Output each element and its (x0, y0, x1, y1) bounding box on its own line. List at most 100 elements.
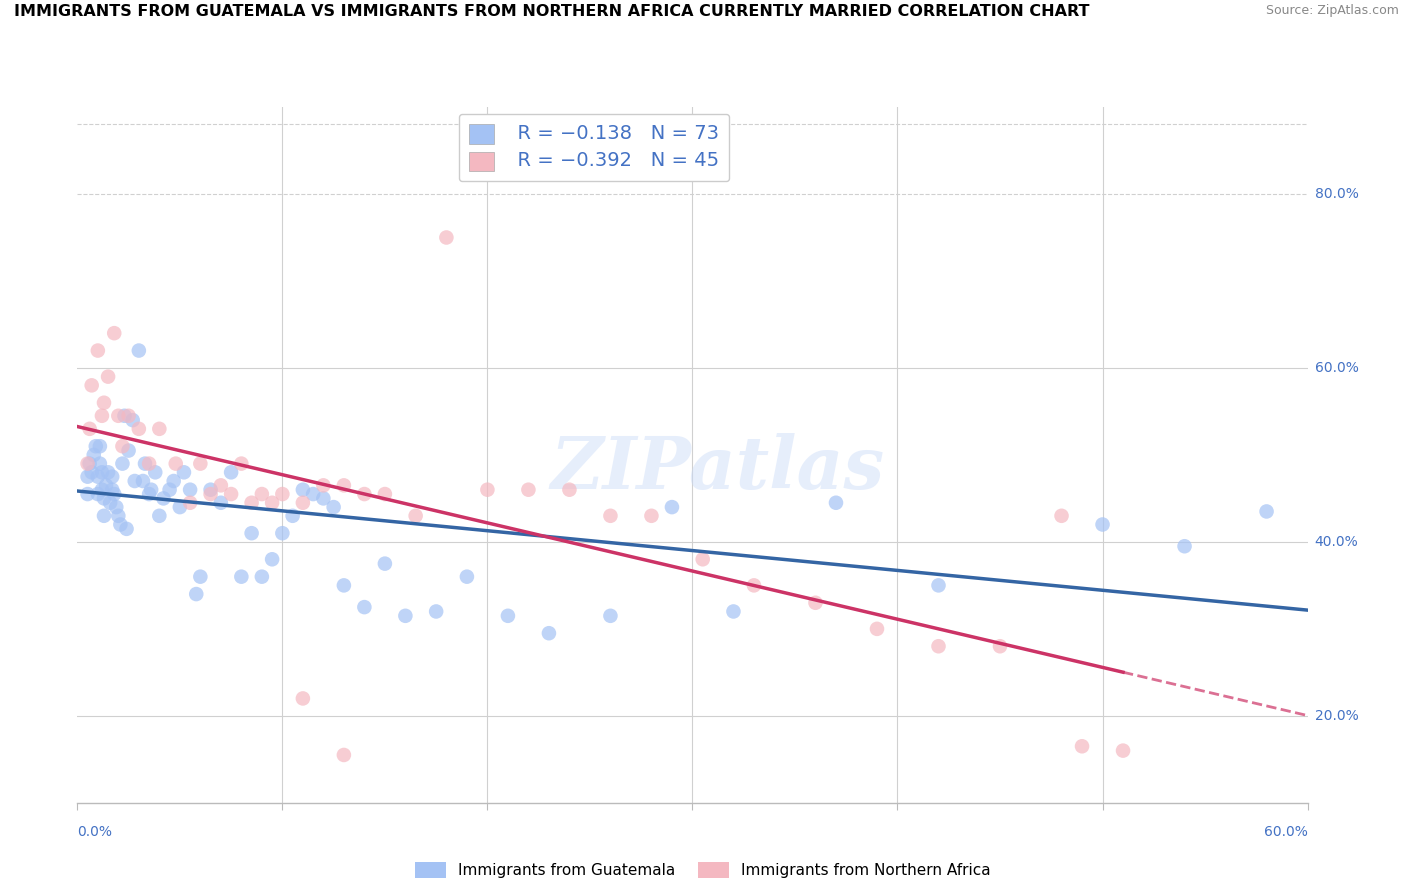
Point (928, 639, 950, 653)
Point (101, 483, 124, 497)
Point (262, 552, 284, 566)
Point (1071, 739, 1094, 754)
Point (200, 483, 222, 497)
Point (302, 487, 325, 501)
Text: 20.0%: 20.0% (1315, 709, 1358, 723)
Point (405, 508, 427, 523)
Point (87, 343, 110, 358)
Point (163, 474, 186, 488)
Point (93, 395, 115, 409)
Point (240, 526, 263, 541)
Point (186, 587, 208, 601)
Point (111, 439, 134, 453)
Point (599, 508, 621, 523)
Point (188, 570, 212, 584)
Point (231, 570, 253, 584)
Point (425, 605, 447, 619)
Point (128, 422, 150, 436)
Point (436, 230, 458, 244)
Legend: Immigrants from Guatemala, Immigrants from Northern Africa: Immigrants from Guatemala, Immigrants fr… (409, 856, 997, 884)
Point (87, 487, 110, 501)
Point (79, 457, 101, 471)
Point (240, 496, 263, 510)
Point (114, 409, 136, 423)
Point (79, 422, 101, 436)
Point (537, 626, 560, 640)
Point (333, 578, 356, 592)
Point (76, 487, 98, 501)
Point (291, 496, 314, 510)
Point (291, 483, 314, 497)
Point (179, 496, 201, 510)
Text: 80.0%: 80.0% (1315, 187, 1358, 201)
Point (496, 608, 519, 623)
Point (148, 508, 170, 523)
Point (80, 378, 103, 392)
Point (250, 487, 273, 501)
Point (374, 487, 396, 501)
Point (1174, 539, 1197, 553)
Point (89, 439, 111, 453)
Point (76, 457, 98, 471)
Point (179, 483, 201, 497)
Point (110, 517, 132, 532)
Text: IMMIGRANTS FROM GUATEMALA VS IMMIGRANTS FROM NORTHERN AFRICA CURRENTLY MARRIED C: IMMIGRANTS FROM GUATEMALA VS IMMIGRANTS … (14, 4, 1090, 20)
Point (138, 487, 160, 501)
Point (271, 487, 294, 501)
Point (138, 457, 160, 471)
Point (723, 605, 745, 619)
Point (219, 487, 242, 501)
Point (928, 578, 950, 592)
Point (477, 483, 499, 497)
Point (107, 409, 129, 423)
Point (219, 466, 242, 480)
Point (825, 496, 848, 510)
Point (209, 478, 232, 492)
Point (231, 457, 253, 471)
Point (132, 474, 155, 488)
Point (291, 691, 314, 706)
Point (988, 639, 1011, 653)
Point (76, 469, 98, 483)
Text: 60.0%: 60.0% (1264, 825, 1308, 839)
Point (312, 491, 335, 506)
Point (90, 483, 114, 497)
Text: Source: ZipAtlas.com: Source: ZipAtlas.com (1265, 4, 1399, 18)
Point (1112, 744, 1135, 758)
Point (173, 466, 195, 480)
Point (93, 508, 115, 523)
Text: ZIPatlas: ZIPatlas (550, 434, 884, 504)
Point (143, 466, 166, 480)
Point (804, 596, 827, 610)
Point (262, 496, 284, 510)
Point (107, 508, 129, 523)
Point (312, 478, 335, 492)
Point (97, 466, 120, 480)
Point (103, 487, 125, 501)
Point (83, 448, 105, 462)
Point (333, 747, 356, 762)
Point (165, 457, 187, 471)
Point (333, 478, 356, 492)
Point (599, 608, 621, 623)
Point (117, 443, 139, 458)
Point (169, 500, 191, 514)
Point (374, 557, 396, 571)
Point (1256, 504, 1278, 518)
Point (742, 578, 765, 592)
Point (353, 600, 375, 615)
Point (152, 491, 174, 506)
Point (121, 413, 143, 427)
Point (97, 369, 120, 384)
Point (117, 409, 139, 423)
Point (111, 457, 134, 471)
Point (1050, 508, 1073, 523)
Point (353, 487, 375, 501)
Point (558, 483, 581, 497)
Point (94, 478, 117, 492)
Point (80, 466, 103, 480)
Point (517, 483, 540, 497)
Point (93, 491, 115, 506)
Point (115, 522, 138, 536)
Point (84, 439, 107, 453)
